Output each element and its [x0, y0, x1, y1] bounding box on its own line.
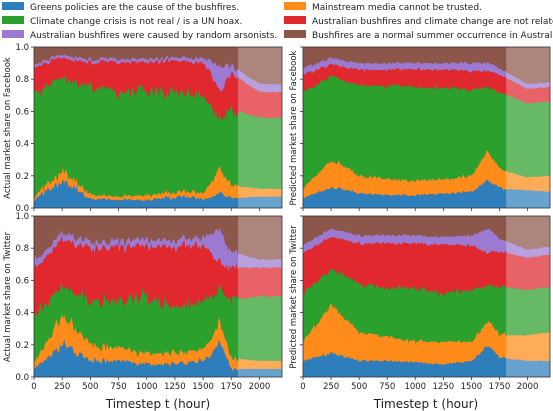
y-tick-label: 0.8: [15, 75, 29, 85]
prediction-region: [506, 216, 550, 377]
x-tick-label: 500: [82, 382, 98, 392]
area-series-1: [34, 314, 282, 371]
area-series-4: [303, 57, 550, 89]
x-tick-label: 250: [323, 382, 339, 392]
legend-swatch-4: [2, 30, 24, 38]
prediction-region: [238, 47, 282, 208]
area-series-4: [34, 227, 282, 272]
area-series-3: [34, 57, 282, 121]
area-series-2: [303, 74, 550, 189]
x-tick-label: 750: [379, 382, 395, 392]
y-tick-label: 0.4: [15, 309, 29, 319]
x-tick-label: 1250: [433, 382, 455, 392]
y-tick-label: 1.0: [15, 212, 29, 222]
plot-frame: [33, 215, 283, 378]
panel-top-right: [300, 46, 551, 211]
area-series-4: [303, 228, 550, 259]
x-tick-label: 0: [31, 382, 36, 392]
plot-frame: [302, 46, 551, 209]
legend-label-1: Mainstream media cannot be trusted.: [312, 3, 482, 13]
area-series-3: [303, 236, 550, 297]
y-tick-label: 0.2: [15, 172, 29, 182]
x-tick-label: 0: [300, 382, 305, 392]
x-tick-label: 1750: [489, 382, 511, 392]
legend-swatch-1: [284, 2, 306, 10]
y-tick-label: 1.0: [15, 43, 29, 53]
legend-label-2: Climate change crisis is not real / is a…: [30, 17, 242, 27]
area-series-0: [34, 178, 282, 208]
legend-swatch-2: [2, 16, 24, 24]
area-series-0: [34, 339, 282, 377]
x-tick-label: 1250: [164, 382, 186, 392]
xlabel-right: Timestep t (hour): [373, 397, 479, 411]
plot-frame: [33, 46, 283, 209]
panel-bottom-right: 0 250 500 750 1000 1250 1500 1750 2000: [300, 215, 551, 392]
y-tick-label: 0.0: [15, 204, 29, 214]
y-tick-label: 0.6: [15, 107, 29, 117]
area-series-5: [34, 47, 282, 85]
x-tick-label: 1000: [136, 382, 158, 392]
area-series-1: [303, 303, 550, 365]
legend-label-4: Australian bushfires were caused by rand…: [30, 31, 277, 41]
x-tick-label: 2000: [517, 382, 539, 392]
area-series-0: [303, 346, 550, 377]
area-series-3: [303, 63, 550, 104]
x-tick-label: 1000: [404, 382, 426, 392]
area-series-1: [34, 166, 282, 202]
legend: Greens policies are the cause of the bus…: [2, 2, 553, 41]
x-tick-label: 1500: [192, 382, 214, 392]
panel-top-left: 0.0 0.2 0.4 0.6 0.8 1.0: [15, 43, 283, 214]
y-tick-label: 0.8: [15, 244, 29, 254]
area-series-3: [34, 235, 282, 316]
area-series-5: [303, 47, 550, 85]
area-series-1: [303, 149, 550, 199]
prediction-region: [238, 216, 282, 377]
y-tick-label: 0.4: [15, 140, 29, 150]
area-series-2: [34, 280, 282, 362]
ylabel-bottom-left: Actual market share on Twitter: [3, 231, 13, 362]
prediction-region: [506, 47, 550, 208]
area-series-2: [303, 268, 550, 344]
x-tick-label: 500: [351, 382, 367, 392]
x-tick-label: 750: [110, 382, 126, 392]
legend-swatch-5: [284, 30, 306, 38]
panel-bottom-left: 0.0 0.2 0.4 0.6 0.8 1.0 0 250 500 750 1000 1250 1500…: [15, 212, 283, 392]
y-tick-label: 0.2: [15, 341, 29, 351]
ylabel-top-left: Actual market share on Facebook: [3, 57, 13, 199]
legend-label-3: Australian bushfires and climate change …: [312, 17, 553, 27]
x-tick-label: 250: [54, 382, 70, 392]
x-tick-label: 2000: [249, 382, 271, 392]
x-tick-label: 1500: [461, 382, 483, 392]
area-series-5: [303, 216, 550, 251]
ylabel-bottom-right: Predicted market share on Twitter: [289, 225, 299, 369]
legend-swatch-0: [2, 2, 24, 10]
ylabel-top-right: Predicted market share on Facebook: [289, 50, 299, 205]
area-series-4: [34, 54, 282, 93]
legend-label-5: Bushfires are a normal summer occurrence…: [312, 31, 553, 41]
plot-frame: [302, 215, 551, 378]
xlabel-left: Timestep t (hour): [105, 397, 211, 411]
y-tick-label: 0.0: [15, 373, 29, 383]
area-series-2: [34, 74, 282, 199]
x-tick-label: 1750: [220, 382, 242, 392]
area-series-5: [34, 216, 282, 261]
legend-swatch-3: [284, 16, 306, 24]
area-series-0: [303, 179, 550, 208]
y-tick-label: 0.6: [15, 276, 29, 286]
legend-label-0: Greens policies are the cause of the bus…: [30, 3, 239, 13]
